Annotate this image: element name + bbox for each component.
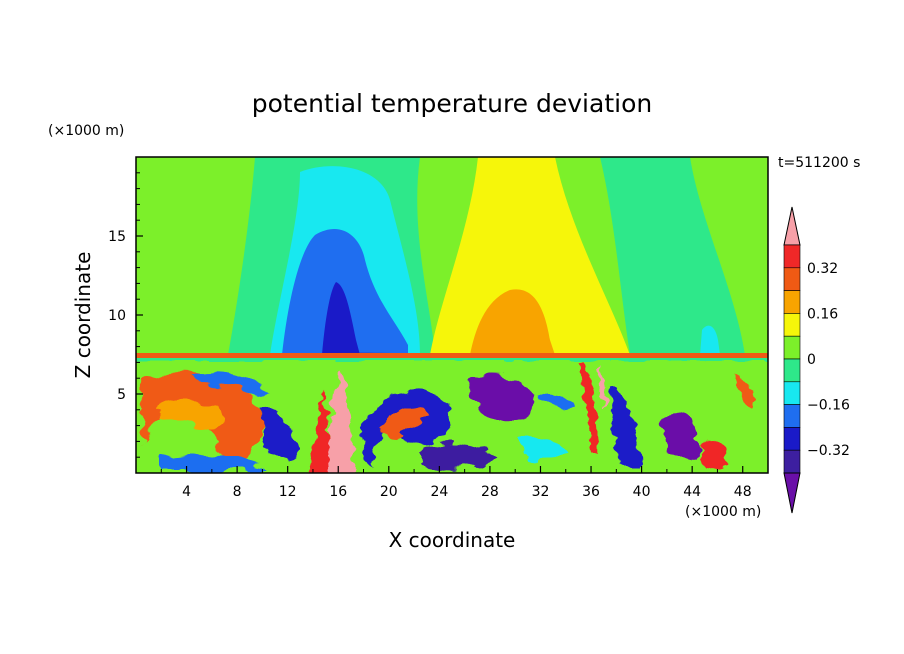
field-contour [599, 365, 607, 410]
field-contour [155, 399, 225, 432]
field-contour [430, 157, 630, 355]
field-contour [325, 370, 355, 473]
time-label: t=511200 s [778, 155, 860, 171]
field-contour [465, 375, 536, 422]
colorbar-swatch [783, 449, 801, 474]
colorbar-tick-label: −0.32 [807, 443, 850, 459]
field-contour [360, 389, 451, 470]
x-axis-unit: (×1000 m) [685, 504, 761, 520]
x-tick-label: 16 [329, 484, 347, 500]
field-contour [322, 282, 360, 355]
colorbar-swatch [783, 244, 801, 269]
x-tick-label: 4 [182, 484, 191, 500]
x-tick-label: 40 [633, 484, 651, 500]
field-contour [310, 390, 330, 473]
colorbar-tick-label: 0.16 [807, 306, 838, 322]
field-contour [660, 414, 700, 464]
x-axis-ticks: 4 8 12 16 20 24 28 32 36 40 44 48 [160, 466, 752, 500]
colorbar-swatch [783, 290, 801, 314]
colorbar-tick-label: 0 [807, 352, 816, 368]
field-contour [540, 390, 572, 412]
y-tick-label: 5 [117, 387, 126, 403]
field-contour [700, 437, 727, 470]
field-contour [610, 389, 640, 465]
colorbar-swatch [783, 267, 801, 291]
field-contour [282, 229, 408, 355]
x-tick-label: 32 [532, 484, 550, 500]
y-axis-label: Z coordinate [71, 252, 95, 379]
chart-title: potential temperature deviation [252, 89, 652, 118]
colorbar: 0.32 0.16 0 −0.16 −0.32 [783, 206, 850, 514]
plot-area [136, 157, 768, 473]
y-axis-ticks: 5 10 15 [108, 172, 143, 458]
x-tick-label: 44 [683, 484, 701, 500]
interface-band [136, 353, 768, 359]
colorbar-swatch [783, 358, 801, 383]
x-axis-label: X coordinate [389, 528, 516, 552]
colorbar-swatch [783, 404, 801, 428]
field-contour [380, 406, 430, 440]
x-tick-label: 36 [582, 484, 600, 500]
x-tick-label: 20 [380, 484, 398, 500]
x-tick-label: 12 [279, 484, 297, 500]
field-contour [470, 289, 555, 355]
y-tick-label: 15 [108, 229, 126, 245]
colorbar-swatch [783, 427, 801, 451]
colorbar-extend-max [783, 206, 801, 246]
colorbar-tick-label: 0.32 [807, 261, 838, 277]
y-tick-label: 10 [108, 308, 126, 324]
x-tick-label: 48 [734, 484, 752, 500]
colorbar-tick-label: −0.16 [807, 398, 850, 414]
colorbar-swatch [783, 335, 801, 360]
upper-layer-field [228, 157, 745, 355]
field-contour [735, 375, 753, 410]
field-contour [580, 360, 598, 455]
field-contour [420, 443, 495, 469]
field-contour [600, 157, 745, 355]
x-tick-label: 8 [233, 484, 242, 500]
lower-layer-field [136, 360, 768, 473]
y-axis-unit: (×1000 m) [48, 123, 124, 139]
field-contour [520, 435, 565, 460]
x-tick-label: 28 [481, 484, 499, 500]
field-contour [700, 325, 720, 355]
colorbar-swatch [783, 313, 801, 337]
field-contour [190, 371, 270, 395]
colorbar-extend-min [783, 472, 801, 514]
field-contour [260, 407, 300, 459]
x-tick-label: 24 [430, 484, 448, 500]
colorbar-swatch [783, 381, 801, 405]
